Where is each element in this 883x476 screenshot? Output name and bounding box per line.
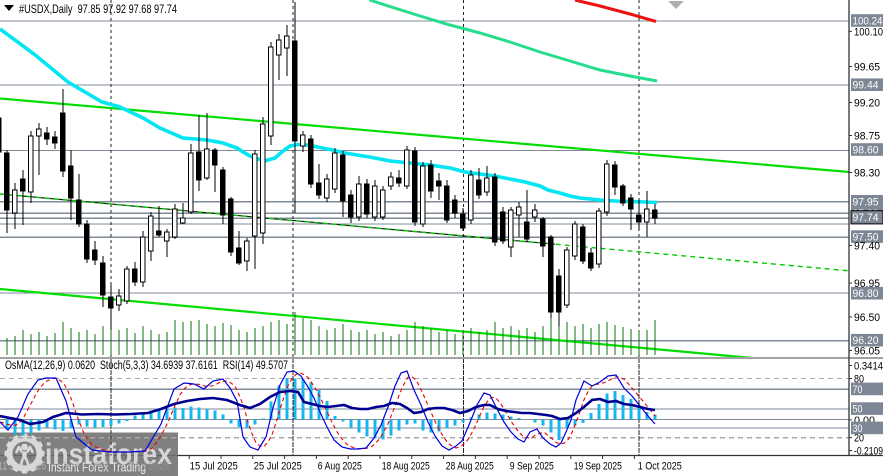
svg-text:3 Jul 2025: 3 Jul 2025 <box>126 461 170 473</box>
svg-text:18 Aug 2025: 18 Aug 2025 <box>382 461 430 473</box>
svg-text:80: 80 <box>854 374 864 386</box>
svg-text:30: 30 <box>853 423 863 435</box>
svg-text:96.05: 96.05 <box>854 346 880 358</box>
svg-text:99.44: 99.44 <box>853 80 879 92</box>
svg-text:96.20: 96.20 <box>853 335 879 347</box>
svg-text:-0.2109: -0.2109 <box>854 446 883 458</box>
svg-text:50: 50 <box>853 404 863 416</box>
svg-text:11 Jun 2025: 11 Jun 2025 <box>0 461 46 473</box>
svg-text:9 Sep 2025: 9 Sep 2025 <box>510 461 554 473</box>
svg-text:19 Sep 2025: 19 Sep 2025 <box>574 461 622 473</box>
svg-text:70: 70 <box>853 384 863 396</box>
svg-text:99.20: 99.20 <box>854 98 880 110</box>
svg-text:#USDX,Daily 97.85 97.92 97.68: #USDX,Daily 97.85 97.92 97.68 97.74 <box>19 2 177 16</box>
svg-text:1 Oct 2025: 1 Oct 2025 <box>638 461 682 473</box>
svg-text:98.30: 98.30 <box>854 168 880 180</box>
svg-text:96.95: 96.95 <box>854 278 880 290</box>
svg-text:98.75: 98.75 <box>854 131 880 143</box>
svg-text:20: 20 <box>854 433 864 445</box>
svg-text:28 Aug 2025: 28 Aug 2025 <box>446 461 494 473</box>
svg-text:OsMA(12,26,9) 0.0620 Stoch(5,: OsMA(12,26,9) 0.0620 Stoch(5,3,3) 34.693… <box>5 360 288 372</box>
svg-text:97.95: 97.95 <box>853 196 879 208</box>
svg-text:98.60: 98.60 <box>853 145 879 157</box>
svg-text:97.50: 97.50 <box>853 232 879 244</box>
svg-text:23 Jun 2025: 23 Jun 2025 <box>62 461 110 473</box>
svg-text:100.24: 100.24 <box>853 16 883 28</box>
svg-text:25 Jul 2025: 25 Jul 2025 <box>254 461 302 473</box>
svg-text:96.50: 96.50 <box>854 312 880 324</box>
svg-text:Instant Forex Trading: Instant Forex Trading <box>48 461 146 475</box>
svg-text:96.80: 96.80 <box>853 288 879 300</box>
svg-text:0.3414: 0.3414 <box>854 361 883 373</box>
svg-text:6 Aug 2025: 6 Aug 2025 <box>318 461 362 473</box>
svg-text:100.10: 100.10 <box>854 26 883 38</box>
svg-text:15 Jul 2025: 15 Jul 2025 <box>190 461 238 473</box>
svg-text:97.40: 97.40 <box>854 241 880 253</box>
svg-text:instaforex: instaforex <box>45 438 172 471</box>
svg-text:99.65: 99.65 <box>854 62 880 74</box>
svg-text:97.74: 97.74 <box>853 212 879 224</box>
